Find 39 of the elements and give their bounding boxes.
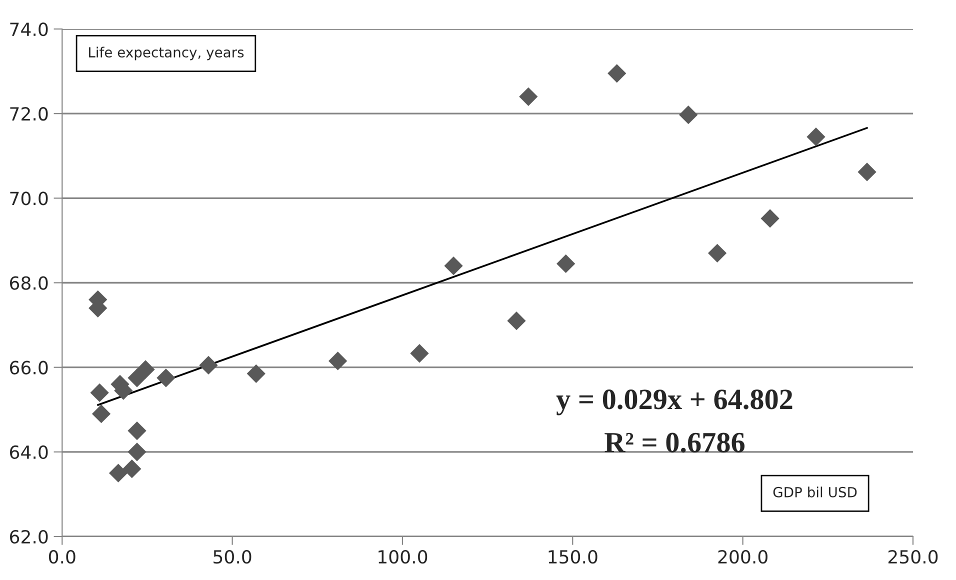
x-tick-label: 100.0 (378, 550, 428, 564)
x-tick-label: 0.0 (48, 550, 76, 564)
point (128, 442, 146, 462)
point (444, 256, 463, 276)
y-tick-label: 70.0 (10, 192, 48, 206)
point (556, 254, 576, 274)
point (708, 244, 727, 262)
y-tick-label: 64.0 (10, 445, 48, 460)
y-tick-label: 68.0 (10, 276, 48, 290)
point (156, 368, 176, 388)
point (90, 383, 109, 402)
point (246, 364, 266, 383)
point (128, 421, 146, 440)
x-tick-label: 50.0 (214, 550, 252, 564)
point (519, 87, 538, 106)
x-tick-label: 200.0 (718, 550, 768, 564)
y-tick-label: 74.0 (10, 22, 48, 36)
point (328, 352, 348, 370)
x-axis-title: GDP bil USD (773, 486, 857, 498)
point (806, 128, 826, 146)
annotation: y = 0.029x + 64.802 (556, 390, 792, 416)
point (679, 106, 698, 124)
point (858, 162, 876, 182)
y-tick-label: 72.0 (10, 107, 48, 121)
x-tick-label: 250.0 (888, 550, 938, 564)
point (108, 464, 128, 482)
point (410, 344, 429, 363)
point (92, 404, 111, 424)
point (507, 311, 526, 330)
x-tick-label: 150.0 (548, 550, 598, 564)
point (608, 64, 626, 83)
y-tick-label: 62.0 (10, 530, 48, 544)
annotation: R² = 0.6786 (604, 432, 744, 453)
point (136, 360, 155, 379)
point (199, 356, 218, 375)
point (760, 209, 780, 228)
y-tick-label: 66.0 (10, 360, 48, 374)
point (122, 460, 142, 478)
y-axis-title: Life expectancy, years (89, 46, 244, 60)
